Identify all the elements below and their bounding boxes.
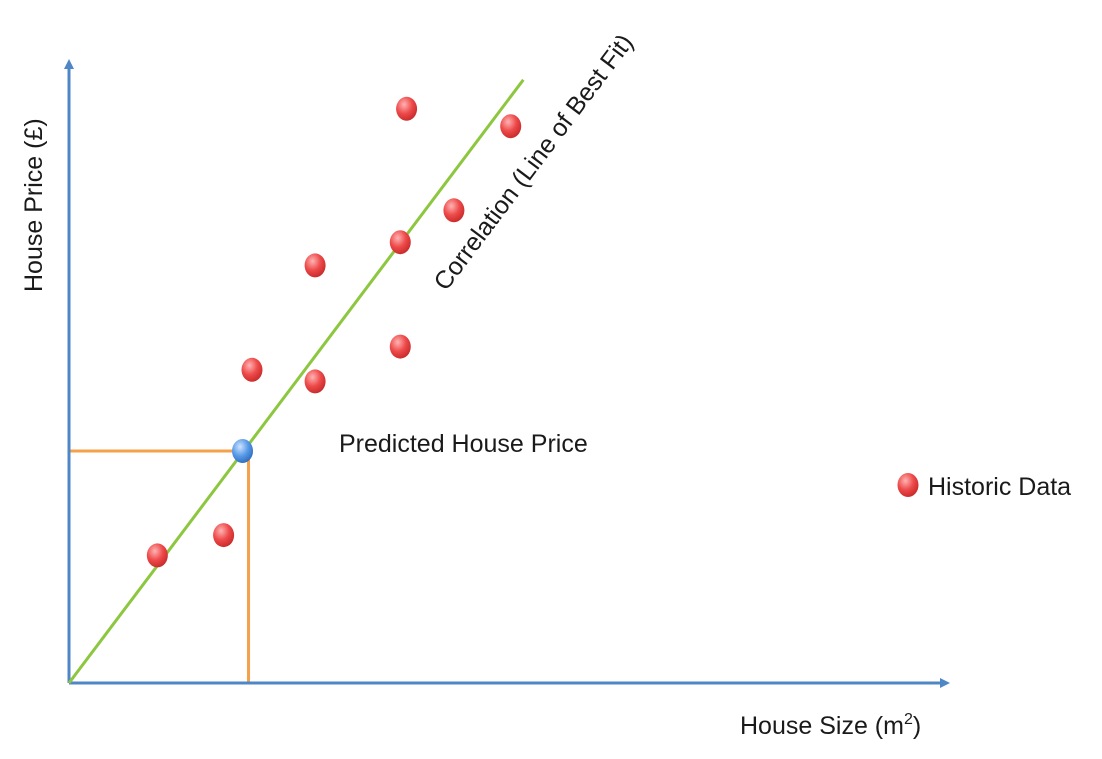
x-axis-label: House Size (m2) — [740, 711, 921, 740]
x-axis-label-tail: ) — [913, 712, 921, 740]
prediction-guides — [69, 449, 251, 683]
y-axis-label: House Price (£) — [20, 118, 48, 292]
x-axis-label-main: House Size (m — [740, 712, 904, 740]
legend: Historic Data — [897, 473, 1071, 501]
trendline — [67, 78, 525, 684]
trendline-layer — [67, 78, 525, 684]
legend-marker-historic-data — [897, 473, 919, 497]
prediction-point — [232, 439, 254, 463]
data-point-6 — [389, 334, 411, 359]
data-point-5 — [304, 253, 326, 278]
data-point-8 — [396, 96, 418, 121]
prediction-label: Predicted House Price — [339, 430, 588, 458]
data-point-1 — [146, 543, 168, 568]
data-point-2 — [213, 523, 235, 548]
data-point-9 — [443, 198, 465, 223]
axes — [64, 59, 950, 688]
prediction-layer — [232, 439, 254, 463]
legend-label: Historic Data — [928, 473, 1071, 501]
data-point-4 — [304, 369, 326, 394]
data-point-10 — [500, 114, 522, 139]
data-points — [146, 96, 522, 568]
data-point-7 — [389, 230, 411, 255]
x-axis-label-superscript: 2 — [904, 711, 913, 728]
data-point-3 — [241, 357, 263, 382]
